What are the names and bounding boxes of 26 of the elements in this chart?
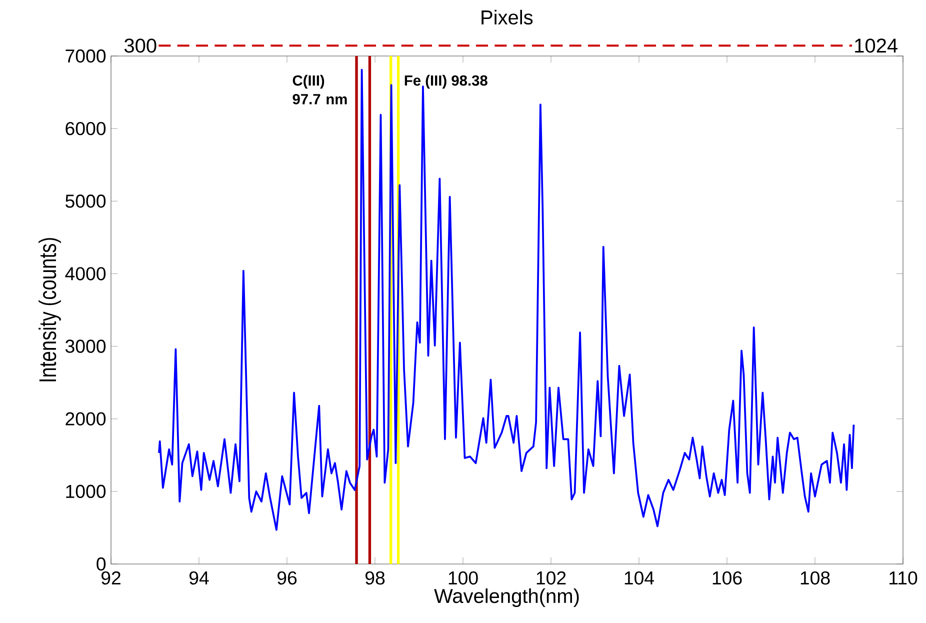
text: 300 — [124, 38, 156, 53]
x-tick-label: 102 — [536, 571, 566, 585]
x-tick-label: 110 — [890, 571, 918, 585]
y-tick-label: 4000 — [65, 267, 106, 280]
x-tick-label: 94 — [190, 571, 209, 585]
x-axis-title: Wavelength(nm) — [434, 588, 579, 608]
line-series — [158, 68, 855, 531]
x-tick-label: 98 — [366, 571, 385, 585]
y-axis-title: Intensity (counts) — [38, 238, 61, 382]
x-tick-label: 108 — [800, 571, 830, 585]
x-tick-label: 92 — [102, 571, 120, 585]
y-tick-label: 6000 — [66, 122, 106, 136]
ref-line-label: Fe (III) 98.38 — [404, 74, 488, 89]
x-tick-label: 100 — [448, 571, 478, 585]
text: Pixels — [482, 10, 533, 25]
text: 1024 — [855, 38, 898, 53]
x-tick-label: 104 — [624, 571, 654, 585]
y-tick-label: 5000 — [66, 194, 106, 208]
y-tick-label: 2000 — [66, 412, 106, 426]
y-tick-label: 3000 — [65, 340, 106, 353]
y-tick-label: 0 — [96, 557, 106, 571]
x-tick-label: 106 — [712, 571, 742, 585]
y-tick-label: 7000 — [66, 49, 106, 63]
ref-line-label: C(III) 97.7 nm — [292, 74, 347, 104]
y-tick-label: 1000 — [66, 484, 106, 498]
x-tick-label: 96 — [278, 571, 297, 585]
